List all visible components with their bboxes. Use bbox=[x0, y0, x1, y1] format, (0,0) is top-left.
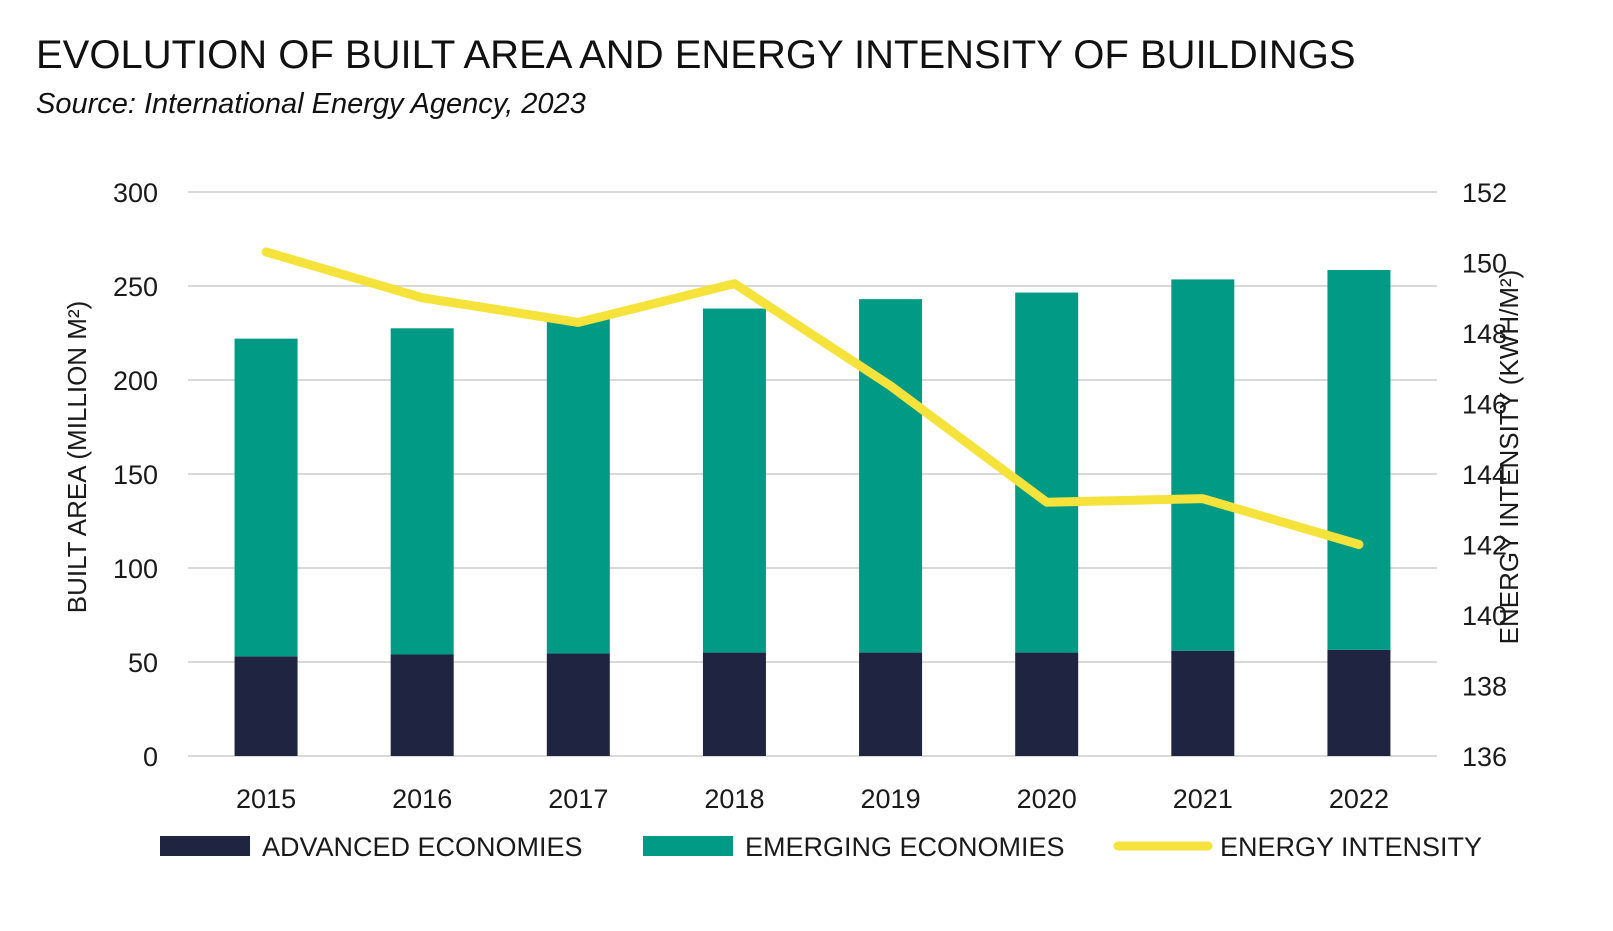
energy-intensity-point bbox=[421, 297, 423, 299]
y2-tick-label: 144 bbox=[1462, 460, 1507, 490]
legend-label-energy-intensity: ENERGY INTENSITY bbox=[1220, 832, 1482, 862]
bar-advanced-economies bbox=[1327, 649, 1391, 756]
bar-advanced-economies bbox=[390, 654, 454, 756]
x-tick-label: 2020 bbox=[1017, 784, 1077, 814]
energy-intensity-line-group bbox=[261, 247, 1364, 549]
bar-emerging-economies bbox=[234, 338, 298, 657]
y-tick-label: 150 bbox=[113, 460, 158, 490]
energy-intensity-point bbox=[1202, 498, 1204, 500]
legend-swatch-emerging bbox=[643, 836, 733, 856]
bar-advanced-economies bbox=[1015, 652, 1079, 756]
bar-emerging-economies bbox=[1015, 292, 1079, 653]
gridlines bbox=[188, 191, 1437, 757]
energy-intensity-point bbox=[1358, 544, 1360, 545]
y-tick-label: 200 bbox=[113, 366, 158, 396]
x-axis-ticks: 2015 2016 2017 2018 2019 2020 2021 2022 bbox=[236, 784, 1389, 814]
y2-tick-label: 142 bbox=[1462, 531, 1507, 561]
y-axis-title: BUILT AREA (MILLION M²) bbox=[62, 301, 92, 614]
bar-emerging-economies bbox=[1327, 270, 1391, 650]
y-tick-label: 300 bbox=[113, 178, 158, 208]
y-axis-ticks: 0 50 100 150 200 250 300 bbox=[113, 178, 158, 772]
bar-emerging-economies bbox=[390, 328, 454, 655]
bar-emerging-economies bbox=[859, 299, 923, 653]
bar-advanced-economies bbox=[702, 652, 766, 756]
x-tick-label: 2018 bbox=[704, 784, 764, 814]
x-tick-label: 2019 bbox=[861, 784, 921, 814]
energy-intensity-point bbox=[733, 283, 735, 285]
legend: ADVANCED ECONOMIES EMERGING ECONOMIES EN… bbox=[160, 832, 1482, 862]
x-tick-label: 2015 bbox=[236, 784, 296, 814]
legend-label-advanced: ADVANCED ECONOMIES bbox=[262, 832, 583, 862]
y2-axis-ticks: 136 138 140 142 144 146 148 150 152 bbox=[1462, 178, 1507, 772]
x-tick-label: 2021 bbox=[1173, 784, 1233, 814]
y2-axis-title: ENERGY INTENSITY (KWH/M²) bbox=[1494, 270, 1524, 645]
energy-intensity-point bbox=[577, 321, 579, 323]
bar-advanced-economies bbox=[859, 652, 923, 756]
bar-advanced-economies bbox=[546, 653, 610, 756]
energy-intensity-point bbox=[890, 385, 892, 387]
x-tick-label: 2017 bbox=[548, 784, 608, 814]
y2-tick-label: 148 bbox=[1462, 319, 1507, 349]
bar-advanced-economies bbox=[1171, 650, 1235, 756]
energy-intensity-line bbox=[261, 247, 1364, 549]
legend-swatch-advanced bbox=[160, 836, 250, 856]
bar-emerging-economies bbox=[1171, 279, 1235, 651]
chart-subtitle: Source: International Energy Agency, 202… bbox=[36, 88, 586, 120]
y2-tick-label: 152 bbox=[1462, 178, 1507, 208]
y2-tick-label: 136 bbox=[1462, 742, 1507, 772]
y2-tick-label: 150 bbox=[1462, 249, 1507, 279]
energy-intensity-point bbox=[265, 251, 267, 253]
y-tick-label: 100 bbox=[113, 554, 158, 584]
y-tick-label: 0 bbox=[143, 742, 158, 772]
x-tick-label: 2022 bbox=[1329, 784, 1389, 814]
x-tick-label: 2016 bbox=[392, 784, 452, 814]
bar-advanced-economies bbox=[234, 656, 298, 756]
y2-tick-label: 146 bbox=[1462, 390, 1507, 420]
energy-intensity-point bbox=[1046, 501, 1048, 503]
y-tick-label: 50 bbox=[128, 648, 158, 678]
y2-tick-label: 140 bbox=[1462, 601, 1507, 631]
bars bbox=[234, 270, 1391, 756]
bar-emerging-economies bbox=[546, 318, 610, 654]
legend-label-emerging: EMERGING ECONOMIES bbox=[745, 832, 1065, 862]
chart-title: EVOLUTION OF BUILT AREA AND ENERGY INTEN… bbox=[36, 33, 1356, 77]
bar-emerging-economies bbox=[702, 308, 766, 653]
y2-tick-label: 138 bbox=[1462, 672, 1507, 702]
y-tick-label: 250 bbox=[113, 272, 158, 302]
